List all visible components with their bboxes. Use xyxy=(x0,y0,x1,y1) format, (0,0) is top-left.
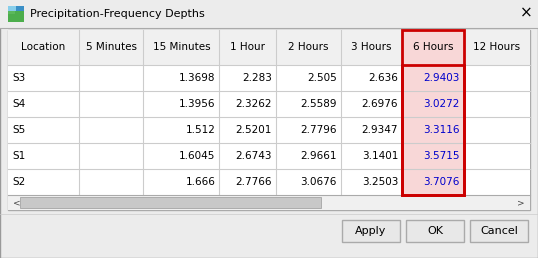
Text: Apply: Apply xyxy=(355,226,387,236)
Text: Location: Location xyxy=(22,43,66,52)
Bar xyxy=(8,91,530,117)
Bar xyxy=(406,220,464,242)
Text: 1.666: 1.666 xyxy=(186,177,215,187)
Bar xyxy=(8,14,16,22)
Text: S1: S1 xyxy=(12,151,25,161)
Text: 3.5715: 3.5715 xyxy=(423,151,459,161)
Text: 2.5589: 2.5589 xyxy=(300,99,337,109)
Bar xyxy=(402,117,464,143)
Text: S3: S3 xyxy=(12,73,25,83)
Bar xyxy=(8,6,24,22)
Text: 3.0676: 3.0676 xyxy=(300,177,337,187)
Text: 2.636: 2.636 xyxy=(368,73,398,83)
Text: 3.7076: 3.7076 xyxy=(423,177,459,187)
Bar xyxy=(8,30,530,210)
Text: 3.0272: 3.0272 xyxy=(423,99,459,109)
Bar xyxy=(8,65,530,91)
Bar xyxy=(8,143,530,169)
Bar xyxy=(402,65,464,195)
Bar xyxy=(20,197,321,208)
Bar xyxy=(8,169,530,195)
Text: 1.6045: 1.6045 xyxy=(179,151,215,161)
Text: 2.5201: 2.5201 xyxy=(236,125,272,135)
Text: >: > xyxy=(518,198,525,207)
Bar xyxy=(8,6,24,16)
Text: S4: S4 xyxy=(12,99,25,109)
Text: 6 Hours: 6 Hours xyxy=(413,43,453,52)
Text: <: < xyxy=(13,198,20,207)
Text: 2 Hours: 2 Hours xyxy=(288,43,329,52)
Text: 2.7796: 2.7796 xyxy=(300,125,337,135)
Text: 2.9347: 2.9347 xyxy=(362,125,398,135)
Bar xyxy=(402,91,464,117)
Text: 12 Hours: 12 Hours xyxy=(473,43,520,52)
Text: 15 Minutes: 15 Minutes xyxy=(153,43,210,52)
Text: S5: S5 xyxy=(12,125,25,135)
Text: Cancel: Cancel xyxy=(480,226,518,236)
Text: 3.1401: 3.1401 xyxy=(362,151,398,161)
Text: 2.505: 2.505 xyxy=(307,73,337,83)
Text: 3 Hours: 3 Hours xyxy=(351,43,392,52)
Text: 3.3116: 3.3116 xyxy=(423,125,459,135)
Bar xyxy=(402,65,464,91)
Text: S2: S2 xyxy=(12,177,25,187)
Text: 2.9403: 2.9403 xyxy=(423,73,459,83)
Text: 1.3956: 1.3956 xyxy=(179,99,215,109)
Bar xyxy=(8,6,16,11)
Text: ×: × xyxy=(520,5,533,20)
Text: 1 Hour: 1 Hour xyxy=(230,43,265,52)
Text: 2.9661: 2.9661 xyxy=(300,151,337,161)
Text: 5 Minutes: 5 Minutes xyxy=(86,43,137,52)
Text: 2.3262: 2.3262 xyxy=(236,99,272,109)
Text: 3.2503: 3.2503 xyxy=(362,177,398,187)
Text: 2.6976: 2.6976 xyxy=(362,99,398,109)
Text: 2.6743: 2.6743 xyxy=(236,151,272,161)
Text: 2.283: 2.283 xyxy=(242,73,272,83)
Bar xyxy=(402,169,464,195)
Bar xyxy=(8,11,15,14)
Bar xyxy=(0,0,538,28)
Bar xyxy=(8,195,530,210)
Text: 1.3698: 1.3698 xyxy=(179,73,215,83)
Text: 2.7766: 2.7766 xyxy=(236,177,272,187)
Bar xyxy=(15,11,24,22)
Text: 1.512: 1.512 xyxy=(186,125,215,135)
Text: OK: OK xyxy=(427,226,443,236)
Bar xyxy=(8,30,530,65)
Text: Precipitation-Frequency Depths: Precipitation-Frequency Depths xyxy=(30,9,205,19)
Bar xyxy=(402,30,464,65)
Bar xyxy=(402,30,464,195)
Bar xyxy=(470,220,528,242)
Bar xyxy=(8,117,530,143)
Bar xyxy=(342,220,400,242)
Bar xyxy=(402,143,464,169)
